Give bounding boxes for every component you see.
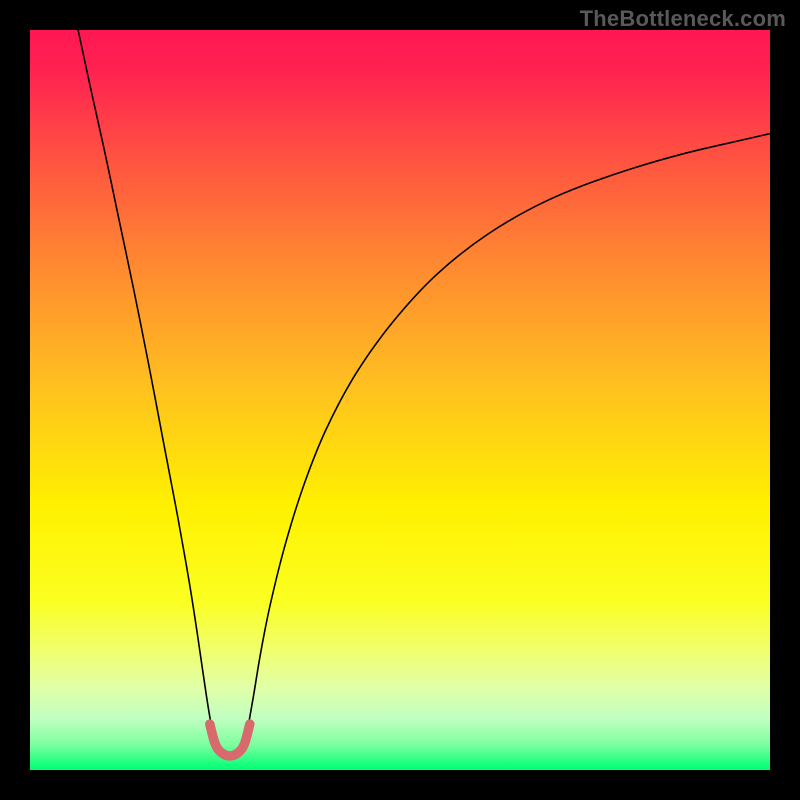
watermark-text: TheBottleneck.com <box>580 6 786 32</box>
bottleneck-chart <box>30 30 770 770</box>
marker-u <box>210 724 250 756</box>
chart-curves <box>30 30 770 770</box>
curve-left <box>78 30 211 726</box>
curve-right <box>248 134 770 726</box>
